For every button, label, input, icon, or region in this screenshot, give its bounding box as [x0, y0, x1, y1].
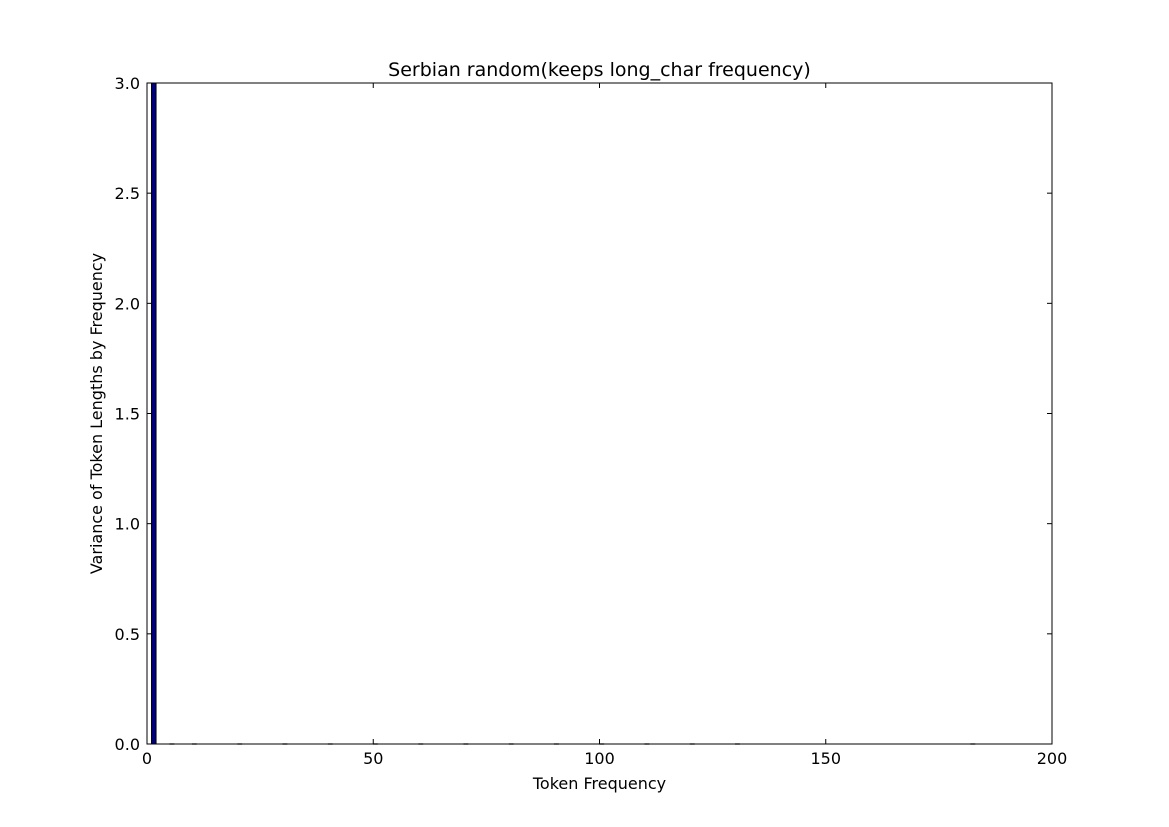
y-tick-label-0.5: 0.5 [115, 625, 140, 644]
x-tick-label-0: 0 [142, 749, 152, 768]
x-tick-label-150: 150 [810, 749, 841, 768]
bar-1 [151, 82, 157, 745]
y-tick-label-0.0: 0.0 [115, 735, 140, 754]
y-tick-label-2.5: 2.5 [115, 184, 140, 203]
y-tick-label-1.0: 1.0 [115, 515, 140, 534]
x-axis-label: Token Frequency [532, 774, 666, 793]
y-tick-label-2.0: 2.0 [115, 294, 140, 313]
x-tick-label-50: 50 [363, 749, 383, 768]
x-axis-ticks: 0 50 100 150 200 [142, 83, 1067, 768]
x-tick-label-200: 200 [1037, 749, 1068, 768]
chart-title: Serbian random(keeps long_char frequency… [388, 59, 811, 81]
y-tick-label-1.5: 1.5 [115, 405, 140, 424]
y-axis-ticks: 0.0 0.5 1.0 1.5 2.0 2.5 3.0 [115, 74, 1052, 754]
y-tick-label-3.0: 3.0 [115, 74, 140, 93]
x-tick-label-100: 100 [584, 749, 615, 768]
y-axis-label: Variance of Token Lengths by Frequency [87, 253, 106, 574]
